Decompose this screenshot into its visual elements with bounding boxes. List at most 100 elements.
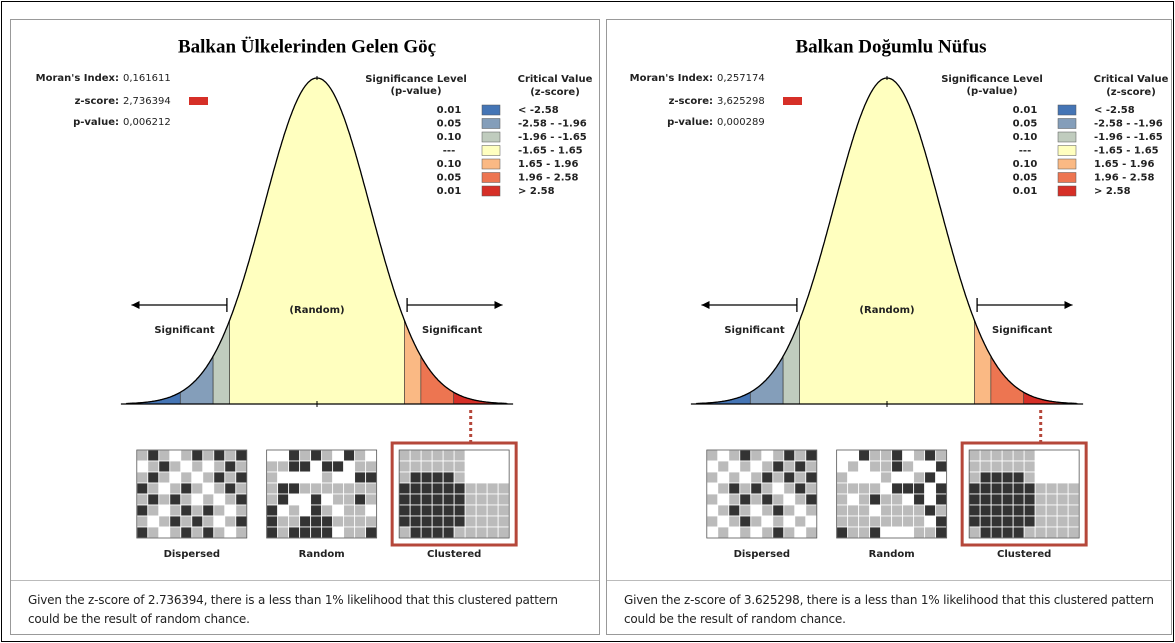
map-cell — [1056, 504, 1069, 517]
stat-value: 3,625298 — [717, 96, 765, 107]
map-cell — [136, 449, 149, 462]
map-border — [968, 449, 1080, 539]
map-cell — [288, 460, 301, 473]
map-cell — [772, 515, 785, 528]
legend-swatch — [1057, 172, 1077, 183]
map-cell — [902, 493, 915, 506]
map-cell — [1012, 526, 1025, 539]
map-cell — [235, 482, 248, 495]
map-cell — [1023, 515, 1036, 528]
map-cell — [365, 526, 378, 539]
stat-value: 0,000289 — [717, 117, 765, 128]
map-cell — [136, 504, 149, 517]
map-cell — [288, 526, 301, 539]
map-cell — [191, 526, 204, 539]
map-cell — [1034, 471, 1047, 484]
map-cell — [1067, 515, 1080, 528]
map-cell — [761, 493, 774, 506]
map-cell — [761, 504, 774, 517]
map-cell — [475, 504, 488, 517]
map-cell — [750, 471, 763, 484]
map-cell — [761, 526, 774, 539]
pattern-map — [136, 449, 248, 539]
map-cell — [968, 526, 981, 539]
map-cell — [475, 471, 488, 484]
map-cell — [783, 471, 796, 484]
curve-region — [229, 77, 405, 405]
curve-label: Significant — [422, 325, 483, 336]
map-cell — [299, 526, 312, 539]
map-cell — [979, 493, 992, 506]
legend-p: 0.01 — [437, 105, 462, 116]
map-cell — [935, 449, 948, 462]
map-cell — [1034, 526, 1047, 539]
map-cell — [136, 493, 149, 506]
legend-z: -2.58 - -1.96 — [1094, 119, 1163, 130]
map-cell — [180, 482, 193, 495]
map-cell — [858, 526, 871, 539]
map-cell — [180, 460, 193, 473]
map-cell — [169, 460, 182, 473]
curve-region — [453, 391, 509, 405]
map-cell — [497, 504, 510, 517]
panel-title: Balkan Doğumlu Nüfus — [795, 36, 986, 57]
map-cell — [706, 504, 719, 517]
map-cell — [213, 504, 226, 517]
map-cell — [398, 460, 411, 473]
map-cell — [990, 449, 1003, 462]
map-cell — [1023, 471, 1036, 484]
map-cell — [847, 482, 860, 495]
map-cell — [169, 515, 182, 528]
map-cell — [158, 515, 171, 528]
map-cell — [288, 515, 301, 528]
map-cell — [869, 526, 882, 539]
map-cell — [1034, 449, 1047, 462]
stat-value: 0,257174 — [717, 73, 765, 84]
highlight-frame — [390, 441, 518, 547]
map-cell — [277, 493, 290, 506]
map-cell — [497, 526, 510, 539]
map-cell — [158, 471, 171, 484]
legend-p: 0.10 — [1013, 159, 1038, 170]
legend-p: --- — [1019, 146, 1031, 157]
map-cell — [343, 526, 356, 539]
map-cell — [979, 515, 992, 528]
map-cell — [902, 515, 915, 528]
map-cell — [805, 482, 818, 495]
map-cell — [836, 460, 849, 473]
stat-label: Moran's Index: — [36, 73, 119, 84]
map-cell — [880, 493, 893, 506]
summary-line: Given the z-score of 3.625298, there is … — [624, 593, 1154, 607]
map-cell — [453, 515, 466, 528]
legend-swatch — [1057, 118, 1077, 129]
map-cell — [1056, 471, 1069, 484]
map-border — [266, 449, 378, 539]
map-cell — [202, 460, 215, 473]
map-cell — [869, 493, 882, 506]
map-cell — [761, 449, 774, 462]
highlight-frame — [960, 441, 1088, 547]
map-cell — [990, 504, 1003, 517]
map-cell — [464, 504, 477, 517]
map-cell — [990, 493, 1003, 506]
map-cell — [772, 460, 785, 473]
map-cell — [1034, 460, 1047, 473]
map-cell — [431, 504, 444, 517]
legend-swatch — [481, 158, 501, 170]
arrow-head — [494, 301, 503, 309]
map-cell — [869, 515, 882, 528]
map-cell — [235, 526, 248, 539]
map-cell — [147, 460, 160, 473]
map-cell — [924, 460, 937, 473]
curve-region — [404, 320, 422, 405]
legend-header: Critical Value — [518, 74, 593, 85]
curve-region — [799, 77, 975, 405]
map-cell — [180, 515, 193, 528]
map-cell — [321, 504, 334, 517]
map-cell — [464, 471, 477, 484]
map-cell — [739, 471, 752, 484]
map-cell — [420, 526, 433, 539]
map-cell — [1012, 493, 1025, 506]
map-cell — [805, 471, 818, 484]
map-cell — [913, 526, 926, 539]
